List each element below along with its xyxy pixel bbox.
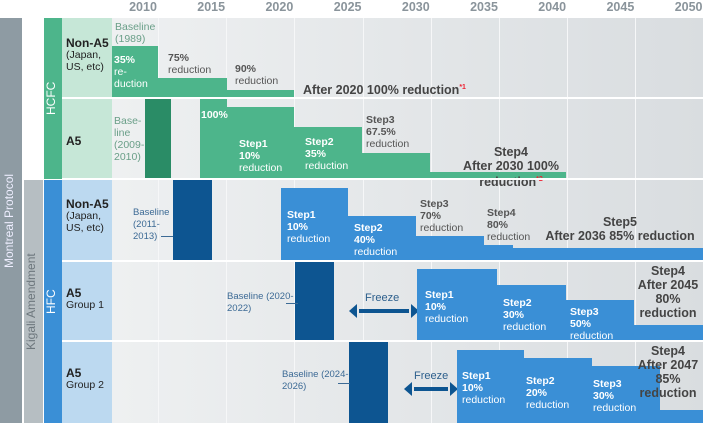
row-label-bg — [62, 18, 112, 98]
kigali-label: Kigali Amendment — [24, 253, 38, 350]
bar-step1 — [281, 188, 348, 261]
hcfc-label: HCFC — [44, 81, 58, 116]
bar-step3 — [416, 236, 484, 261]
row-divider — [62, 97, 703, 99]
step-label: Step2 40% reduction — [354, 222, 398, 258]
step-label: Step4 80% reduction — [487, 207, 531, 243]
step-label: Step2 20% reduction — [526, 375, 570, 411]
year-tick-label: 2025 — [333, 0, 362, 14]
year-tick-label: 2020 — [265, 0, 294, 14]
montreal-protocol-label: Montreal Protocol — [2, 173, 16, 268]
freeze-arrow-icon — [349, 304, 419, 318]
bar-hcfc-non-a5-90 — [227, 90, 294, 98]
bar-step2 — [294, 127, 362, 179]
baseline-label: Baseline (1989) — [115, 21, 156, 45]
bar-step5 — [513, 248, 703, 261]
row-divider — [62, 340, 703, 342]
final-label: After 2020 100% reduction*1 — [303, 83, 466, 98]
hfc-band — [44, 180, 62, 423]
step-label: Step3 50% reduction — [570, 306, 614, 342]
bar-step3 — [592, 366, 660, 423]
row-label-hfc-a5-g2: A5 Group 2 — [66, 366, 104, 391]
bar-step3 — [566, 300, 634, 341]
gridline — [635, 18, 637, 423]
year-tick-label: 2030 — [401, 0, 430, 14]
step-label: Step3 70% reduction — [420, 198, 464, 234]
year-tick-label: 2050 — [674, 0, 703, 14]
step-label: 75% reduction — [168, 52, 212, 76]
bar-100 — [200, 99, 227, 179]
bar-step2 — [524, 358, 592, 423]
step-label: Step1 10% reduction — [462, 370, 506, 406]
step-label: Step3 67.5% reduction — [366, 114, 410, 150]
final-label: Step4 After 2045 80% reduction — [637, 264, 699, 320]
bar-hcfc-non-a5-75 — [158, 78, 227, 98]
year-tick-label: 2015 — [197, 0, 226, 14]
baseline-label: Base-line (2009-2010) — [114, 115, 145, 163]
bar-step3 — [362, 153, 430, 179]
freeze-arrow-icon — [404, 382, 458, 396]
freeze-label: Freeze — [365, 292, 400, 304]
row-divider — [62, 260, 703, 262]
row-label-bg — [62, 342, 112, 423]
bar-step4 — [660, 410, 703, 423]
bar-step1 — [457, 350, 524, 423]
bar-hcfc-non-a5-35 — [112, 46, 158, 98]
hcfc-band — [44, 18, 62, 179]
step-label: 100% — [201, 109, 228, 121]
step-label: Step3 30% reduction — [593, 378, 637, 414]
hfc-label: HFC — [44, 289, 58, 314]
row-divider — [62, 178, 703, 180]
step-label: 90% reduction — [235, 63, 279, 87]
step-label: Step1 10% reduction — [425, 289, 469, 325]
baseline-bar — [173, 180, 212, 261]
bar-step4 — [484, 245, 513, 261]
final-label: Step4 After 2047 85% reduction — [637, 344, 699, 400]
kigali-band — [24, 180, 43, 423]
row-label-hfc-a5-g1: A5 Group 1 — [66, 286, 104, 311]
row-label-bg — [62, 262, 112, 341]
baseline-bar — [349, 342, 388, 423]
bar-step1 — [417, 269, 497, 341]
bar-step4 — [634, 325, 703, 341]
year-tick-label: 2035 — [470, 0, 498, 14]
bar-step1 — [227, 107, 294, 179]
step-label: Step2 30% reduction — [503, 297, 547, 333]
gridline — [158, 18, 159, 423]
bar-step2 — [348, 216, 416, 261]
step-label: Step1 10% reduction — [239, 138, 283, 174]
step-label: 35% re-duction — [114, 54, 148, 90]
year-tick-label: 2045 — [606, 0, 635, 14]
bar-step4 — [430, 172, 566, 179]
row-label-bg — [62, 99, 112, 179]
baseline-bar — [145, 99, 171, 179]
step-label: Step1 10% reduction — [287, 209, 331, 245]
gridline — [499, 18, 500, 423]
year-tick-label: 2040 — [538, 0, 567, 14]
final-label: Step5 After 2036 85% reduction — [545, 215, 695, 243]
baseline-label: Baseline (2011-2013) — [133, 207, 170, 242]
montreal-protocol-band — [0, 18, 22, 423]
gridline — [567, 18, 569, 423]
baseline-label: Baseline (2024-2026) — [282, 369, 349, 392]
gridline — [430, 18, 432, 423]
gridline — [226, 18, 228, 423]
row-label-hcfc-a5: A5 — [66, 134, 82, 148]
baseline-bar — [295, 262, 334, 341]
step-label: Step2 35% reduction — [305, 136, 349, 172]
year-tick-label: 2010 — [129, 0, 157, 14]
row-label-hfc-non-a5: Non-A5 (Japan, US, etc) — [66, 197, 109, 234]
freeze-label: Freeze — [414, 370, 449, 382]
row-label-hcfc-non-a5: Non-A5 (Japan, US, etc) — [66, 36, 109, 73]
row-label-bg — [62, 180, 112, 261]
baseline-label: Baseline (2020-2022) — [227, 291, 294, 314]
bar-step2 — [497, 285, 566, 341]
